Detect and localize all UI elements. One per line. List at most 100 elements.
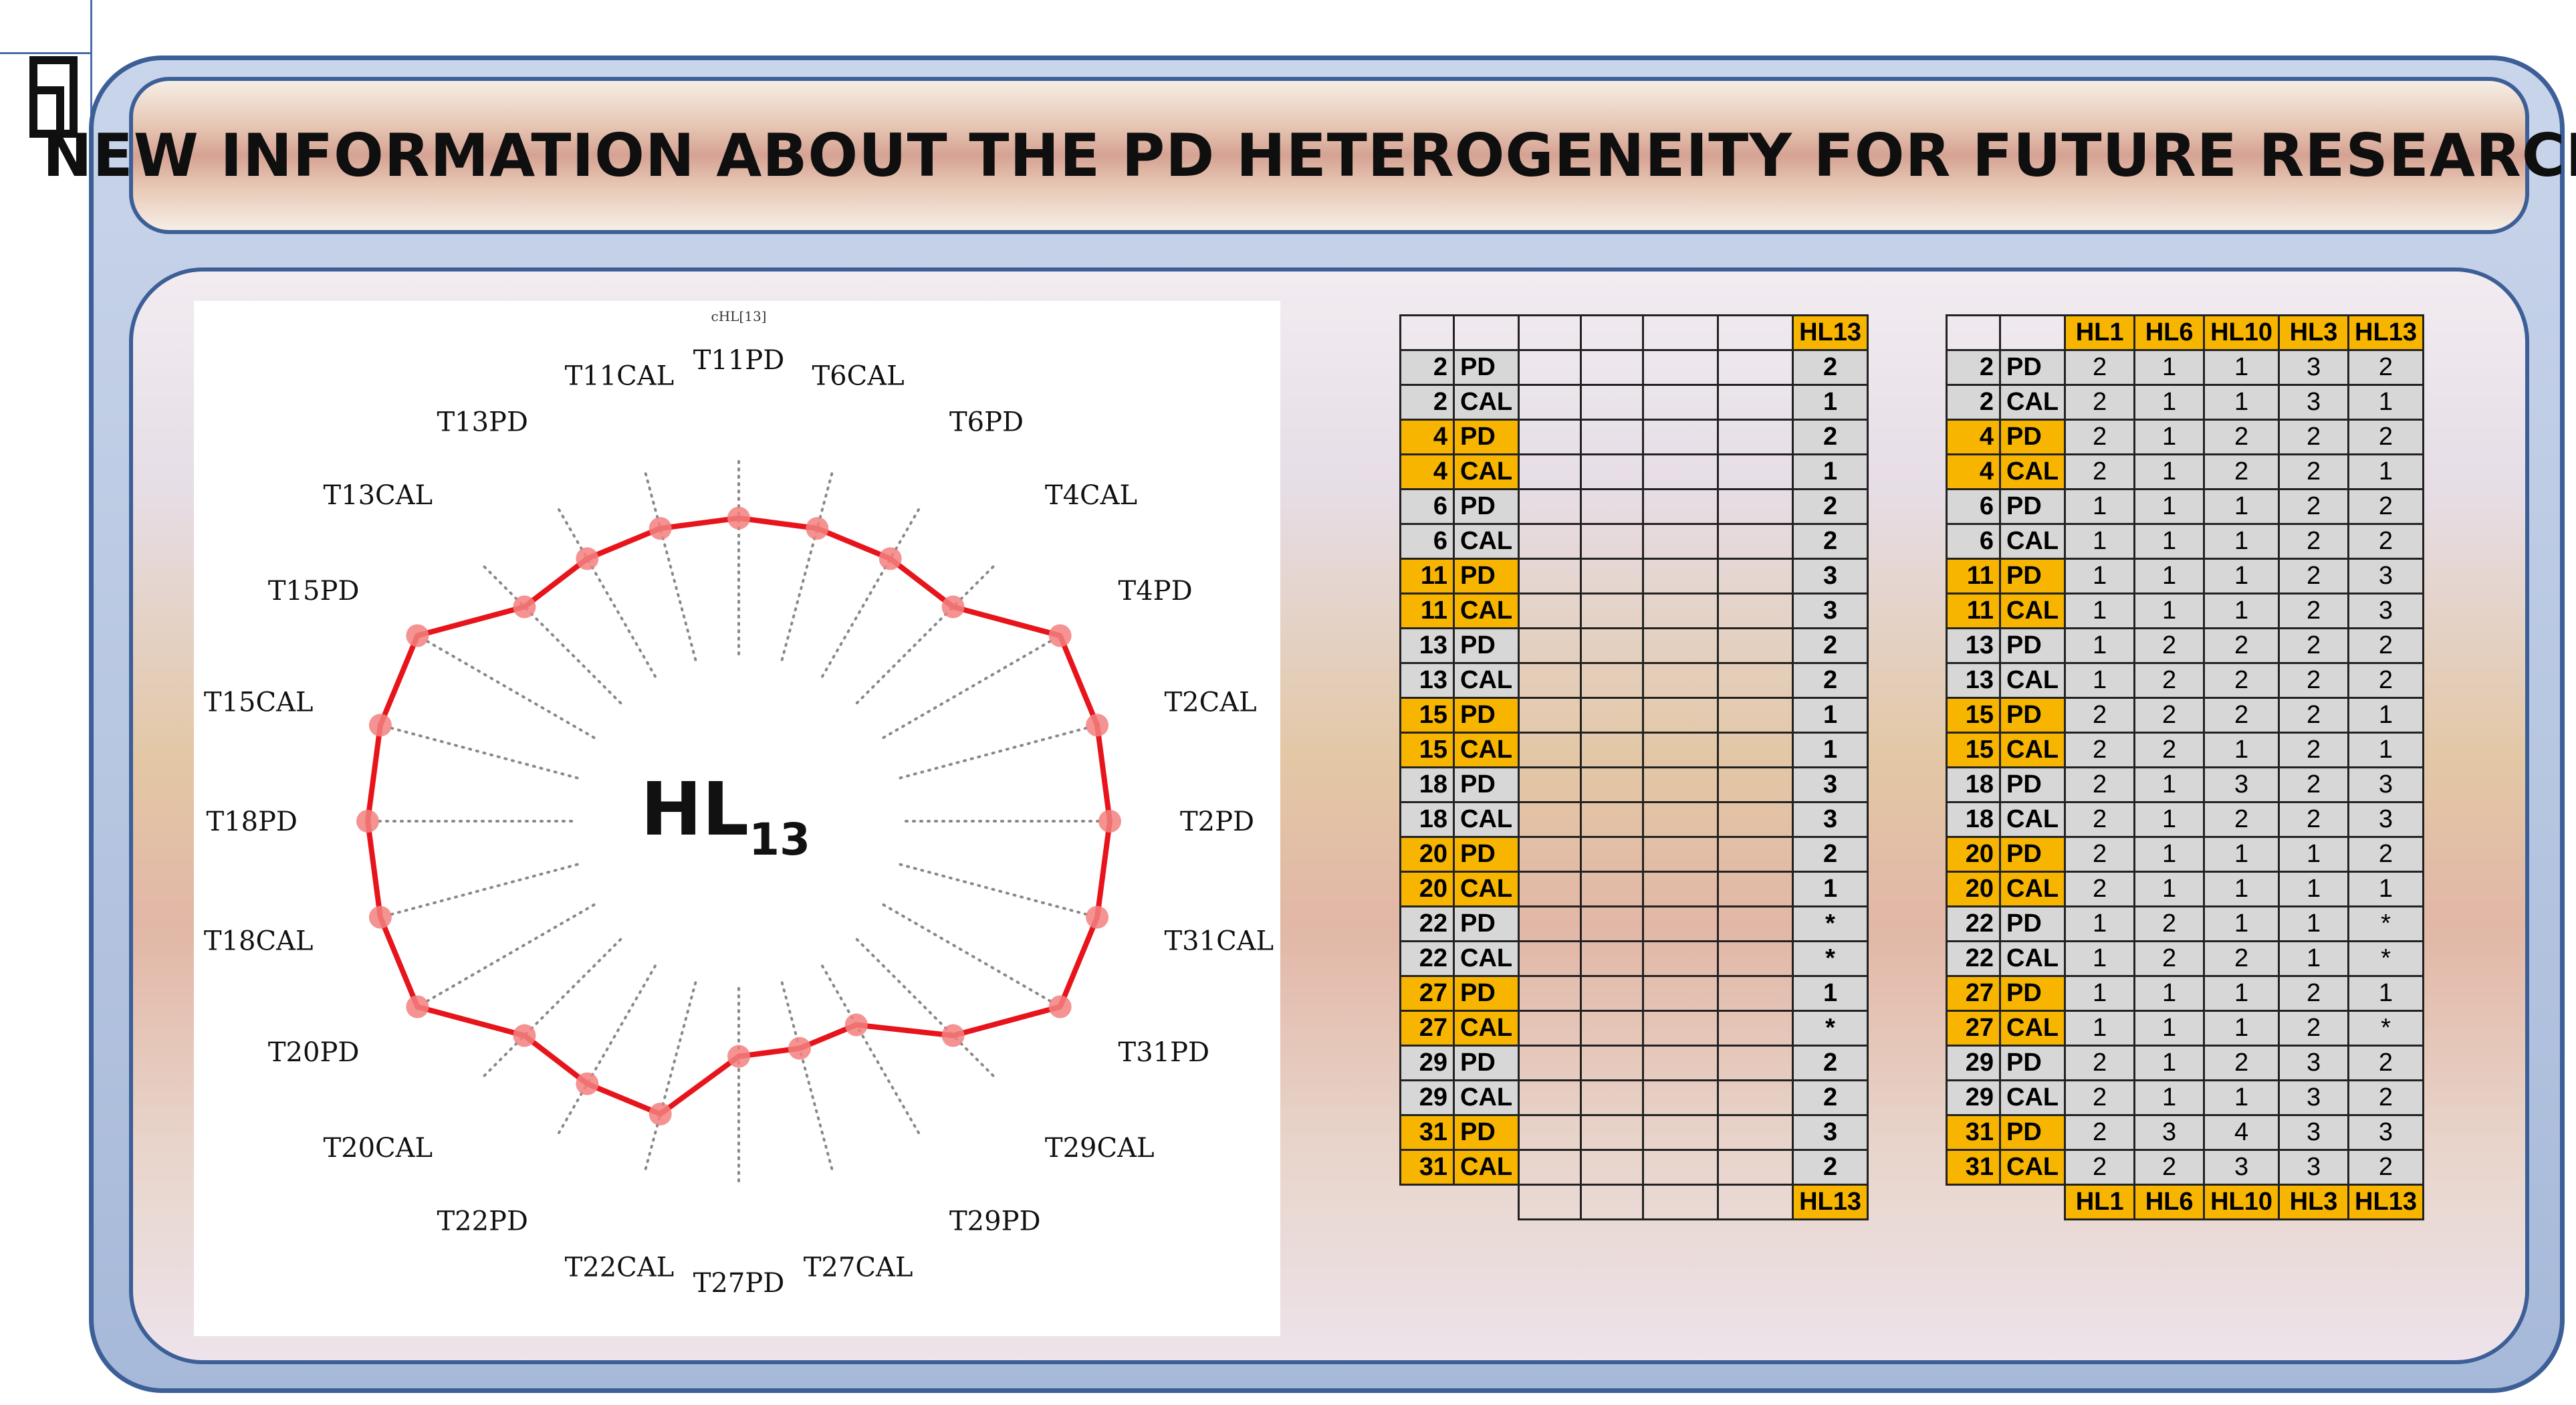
value-cell: 1: [2203, 905, 2280, 942]
value-cell: 1: [2203, 1010, 2280, 1047]
empty-cell: [1580, 940, 1645, 977]
row-label: CAL: [1998, 871, 2067, 907]
table-row: 4 CAL 2 1 2 2 1: [1946, 453, 2424, 490]
empty-cell: [1642, 627, 1720, 664]
value-cell: *: [2347, 1010, 2424, 1047]
radar-spoke: [479, 562, 622, 705]
empty-cell: [1642, 732, 1720, 768]
radar-spoke: [642, 467, 697, 661]
empty-cell: [1580, 871, 1645, 907]
radar-spoke: [385, 725, 579, 780]
value-cell: 1: [2133, 1079, 2206, 1116]
row-number: 20: [1399, 836, 1455, 873]
radar-axis-label: T2CAL: [1164, 687, 1256, 718]
row-number: 11: [1399, 592, 1455, 629]
radar-point: [513, 595, 536, 619]
value-cell: 2: [2278, 523, 2350, 560]
empty-cell: [1717, 453, 1794, 490]
empty-cell: [1717, 732, 1794, 768]
table-row: 29 PD 2: [1399, 1045, 1869, 1081]
empty-cell: [1717, 975, 1794, 1012]
value-cell: 1: [2133, 523, 2206, 560]
table-row: 13 PD 2: [1399, 627, 1869, 664]
radar-spoke: [385, 863, 579, 917]
footer-spacer: [2000, 1185, 2065, 1220]
radar-axis-label: T29PD: [949, 1206, 1041, 1237]
radar-axis-label: T2PD: [1180, 806, 1254, 837]
page-title: NEW INFORMATION ABOUT THE PD HETEROGENEI…: [42, 121, 2576, 190]
row-label: PD: [1452, 766, 1520, 803]
logo-icon: [29, 56, 78, 138]
row-label: PD: [1998, 1114, 2067, 1151]
row-number: 4: [1399, 453, 1455, 490]
radar-spoke: [422, 903, 596, 1005]
empty-cell: [1518, 801, 1583, 838]
crosshair-vertical: [90, 0, 92, 154]
empty-cell: [1580, 836, 1645, 873]
empty-cell: [1642, 1079, 1720, 1116]
row-label: PD: [1998, 766, 2067, 803]
value-cell: 2: [2133, 1149, 2206, 1186]
hl13-value: 2: [1792, 523, 1869, 560]
row-label: PD: [1452, 697, 1520, 734]
empty-cell: [1518, 1079, 1583, 1116]
row-number: 4: [1946, 453, 2001, 490]
row-label: PD: [1998, 905, 2067, 942]
row-number: 29: [1946, 1079, 2001, 1116]
value-cell: 1: [2133, 1045, 2206, 1081]
value-cell: 2: [2064, 697, 2136, 734]
empty-cell: [1518, 975, 1583, 1012]
radar-axis-label: T6CAL: [812, 361, 904, 392]
hl13-value: 1: [1792, 871, 1869, 907]
value-cell: 2: [2347, 836, 2424, 873]
value-cell: 1: [2133, 558, 2206, 595]
table-row: 22 PD *: [1399, 905, 1869, 942]
empty-cell: [1580, 384, 1645, 421]
row-number: 15: [1946, 732, 2001, 768]
row-label: PD: [1998, 836, 2067, 873]
empty-cell: [1642, 592, 1720, 629]
value-cell: 2: [2064, 801, 2136, 838]
radar-point: [879, 547, 902, 570]
row-number: 6: [1399, 488, 1455, 525]
value-cell: 1: [2278, 940, 2350, 977]
value-cell: 3: [2347, 1114, 2424, 1151]
empty-cell: [1518, 836, 1583, 873]
row-label: PD: [1998, 697, 2067, 734]
row-label: CAL: [1998, 592, 2067, 629]
value-cell: 1: [2133, 1010, 2206, 1047]
value-cell: 3: [2203, 766, 2280, 803]
row-label: CAL: [1998, 1149, 2067, 1186]
table-row: 2 PD 2 1 1 3 2: [1946, 349, 2424, 386]
radar-axis-label: T15PD: [268, 576, 360, 607]
table-row: 27 PD 1 1 1 2 1: [1946, 975, 2424, 1012]
table-row: 4 PD 2: [1399, 419, 1869, 455]
radar-spoke: [899, 725, 1092, 780]
value-cell: 1: [2203, 523, 2280, 560]
row-label: CAL: [1998, 384, 2067, 421]
value-cell: 1: [2064, 662, 2136, 699]
value-cell: 1: [2064, 592, 2136, 629]
empty-cell: [1642, 1045, 1720, 1081]
row-label: PD: [1452, 627, 1520, 664]
value-cell: 1: [2133, 592, 2206, 629]
row-number: 4: [1399, 419, 1455, 455]
value-cell: 2: [2064, 349, 2136, 386]
row-number: 22: [1946, 940, 2001, 977]
value-cell: 2: [2278, 732, 2350, 768]
table-row: 4 PD 2 1 2 2 2: [1946, 419, 2424, 455]
radar-axis-label: T22CAL: [565, 1252, 675, 1283]
table-header-row: HL1 HL6 HL10 HL3 HL13: [1946, 314, 2424, 351]
value-cell: 2: [2347, 662, 2424, 699]
row-label: PD: [1998, 627, 2067, 664]
row-number: 20: [1399, 871, 1455, 907]
empty-cell: [1717, 940, 1794, 977]
footer-spacer: [1454, 1185, 1519, 1220]
value-cell: 1: [2064, 975, 2136, 1012]
empty-cell: [1717, 1114, 1794, 1151]
radar-point: [727, 1045, 750, 1068]
row-label: CAL: [1452, 662, 1520, 699]
table-row: 2 CAL 2 1 1 3 1: [1946, 384, 2424, 421]
table-row: 18 PD 2 1 3 2 3: [1946, 766, 2424, 803]
empty-cell: [1717, 419, 1794, 455]
